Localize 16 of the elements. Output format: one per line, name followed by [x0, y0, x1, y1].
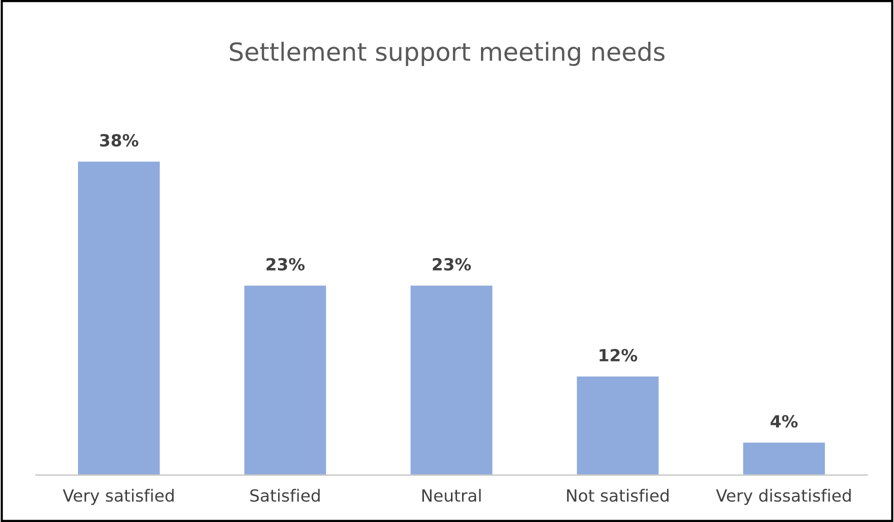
bar — [409, 284, 494, 476]
data-label: 23% — [266, 258, 305, 271]
data-label: 12% — [600, 348, 638, 362]
x-tick-label: Very dissatisfied — [716, 488, 851, 506]
bar — [575, 375, 660, 476]
bar — [742, 441, 826, 476]
data-label: 23% — [432, 258, 471, 271]
data-label: 4% — [770, 415, 798, 428]
bar — [242, 284, 328, 476]
x-tick-label: Neutral — [422, 488, 481, 502]
x-tick-label: Satisfied — [250, 488, 320, 502]
x-tick-label: Very satisfied — [62, 488, 174, 506]
chart-title: Settlement support meeting needs — [230, 42, 665, 66]
x-tick-label: Not satisfied — [567, 488, 669, 502]
data-label: 38% — [100, 134, 138, 147]
bar — [76, 160, 162, 476]
